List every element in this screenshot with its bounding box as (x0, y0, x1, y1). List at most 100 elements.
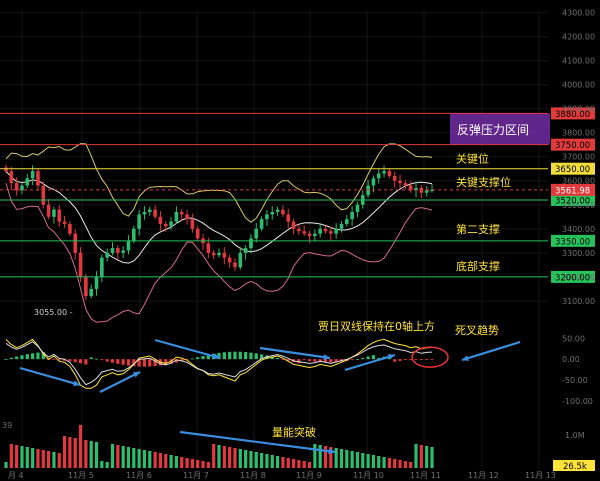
volume-annotation: 量能突破 (272, 425, 316, 439)
candle-body (105, 252, 109, 258)
y-tick-label: 3300.00 (562, 249, 595, 258)
y-tick-label: 3800.00 (562, 129, 595, 138)
arrow-head (388, 353, 395, 360)
macd-y-tick: 50.00 (562, 334, 585, 343)
macd-bar (185, 359, 189, 360)
macd-bar (265, 355, 269, 360)
volume-bar (238, 449, 242, 468)
macd-bar (329, 359, 333, 363)
candle-body (371, 178, 376, 186)
volume-bar (382, 457, 386, 468)
candle-body (355, 204, 360, 212)
volume-bar (190, 459, 194, 468)
volume-bar (158, 453, 163, 468)
candle-body (376, 173, 381, 179)
arrow-head (213, 353, 220, 360)
y-tick-label: 3900.00 (562, 105, 595, 114)
macd-bar (132, 359, 136, 367)
price-label-bg (551, 107, 595, 120)
candle-body (323, 228, 328, 232)
volume-bar (425, 446, 429, 468)
arrow-shaft (154, 338, 221, 360)
candle-body (78, 252, 83, 277)
candle-body (153, 209, 157, 217)
volume-bar (398, 460, 402, 468)
macd-bar (403, 359, 407, 361)
volume-bar (52, 452, 56, 468)
volume-bar (228, 447, 232, 468)
grid (0, 10, 548, 468)
candle-body (291, 221, 296, 229)
text-labels: 月 4 11月 5 11月 6 11月 7 11月 8 11月 9 11月 10 11月 11… (2, 8, 595, 480)
current-price-bg (551, 183, 595, 196)
candle-body (222, 252, 227, 258)
bollinger-mid (5, 170, 433, 264)
price-line-label: 3200.00 (555, 273, 590, 283)
x-tick-label: 11月 13 (525, 471, 556, 480)
macd-bar (334, 359, 338, 363)
bottom-support-label: 底部支撑 (456, 259, 500, 273)
candle-body (147, 209, 152, 212)
price-line-label: 3520.00 (555, 196, 590, 206)
macd-bar (121, 359, 125, 365)
candle-body (233, 262, 237, 268)
arrow-shaft (259, 346, 331, 360)
arrow-shaft (344, 353, 396, 372)
volume-bar (110, 444, 115, 468)
volume-bar (73, 438, 77, 468)
volume-bar (233, 448, 237, 468)
volume-bar (409, 462, 413, 468)
y-tick-label: 3600.00 (562, 177, 595, 186)
candle-body (57, 209, 62, 222)
macd-bar (73, 359, 77, 363)
x-tick-label: 11月 9 (296, 471, 322, 480)
macd-bar (222, 352, 226, 360)
volume-bar (68, 437, 72, 468)
price-label-bg (551, 234, 595, 247)
candle-body (339, 224, 344, 229)
volume-bar (297, 460, 301, 468)
candle-body (297, 228, 301, 232)
candle-body (110, 248, 115, 253)
macd-bar (201, 355, 205, 360)
macd-bar (9, 357, 13, 360)
candle-body (73, 233, 78, 253)
price-line-label: 3880.00 (555, 110, 590, 120)
macd-bar (366, 356, 370, 360)
volume-bar (291, 459, 296, 468)
price-line-label: 3750.00 (555, 141, 590, 151)
volume-bar (36, 449, 40, 468)
candle-body (20, 185, 24, 191)
volume-current-label: 26.5k (563, 462, 587, 472)
candle-body (259, 219, 264, 229)
volume-bar (270, 455, 274, 468)
x-tick-label: 月 4 (8, 471, 24, 480)
candle-body (25, 178, 30, 186)
candle-body (424, 190, 429, 193)
macd-bar (78, 359, 83, 364)
volume-bar (350, 451, 354, 468)
candle-body (206, 243, 211, 253)
arrow-head (462, 355, 469, 362)
volume-bar (25, 447, 29, 468)
arrow-head (323, 354, 330, 361)
macd-bar (414, 359, 418, 360)
candle-body (126, 240, 131, 251)
candle-body (238, 252, 243, 268)
macd-bar (126, 359, 131, 366)
macd-bar (62, 359, 67, 361)
candle-body (382, 171, 386, 174)
candle-body (14, 183, 19, 191)
bollinger-bands (5, 143, 433, 323)
volume-period-label: 39 (2, 421, 12, 430)
macd-annotation: 贾日双线保持在0轴上方 (318, 319, 435, 333)
volume-bar (196, 460, 200, 468)
low-marker-label: 3055.00 - (34, 308, 73, 317)
volume-bar (126, 447, 131, 468)
macd-bar (425, 359, 429, 360)
macd-bar (302, 359, 306, 361)
macd-bar (307, 359, 312, 362)
annotation-arrows (19, 338, 521, 455)
candles (4, 164, 434, 300)
macd-bar (137, 359, 141, 367)
